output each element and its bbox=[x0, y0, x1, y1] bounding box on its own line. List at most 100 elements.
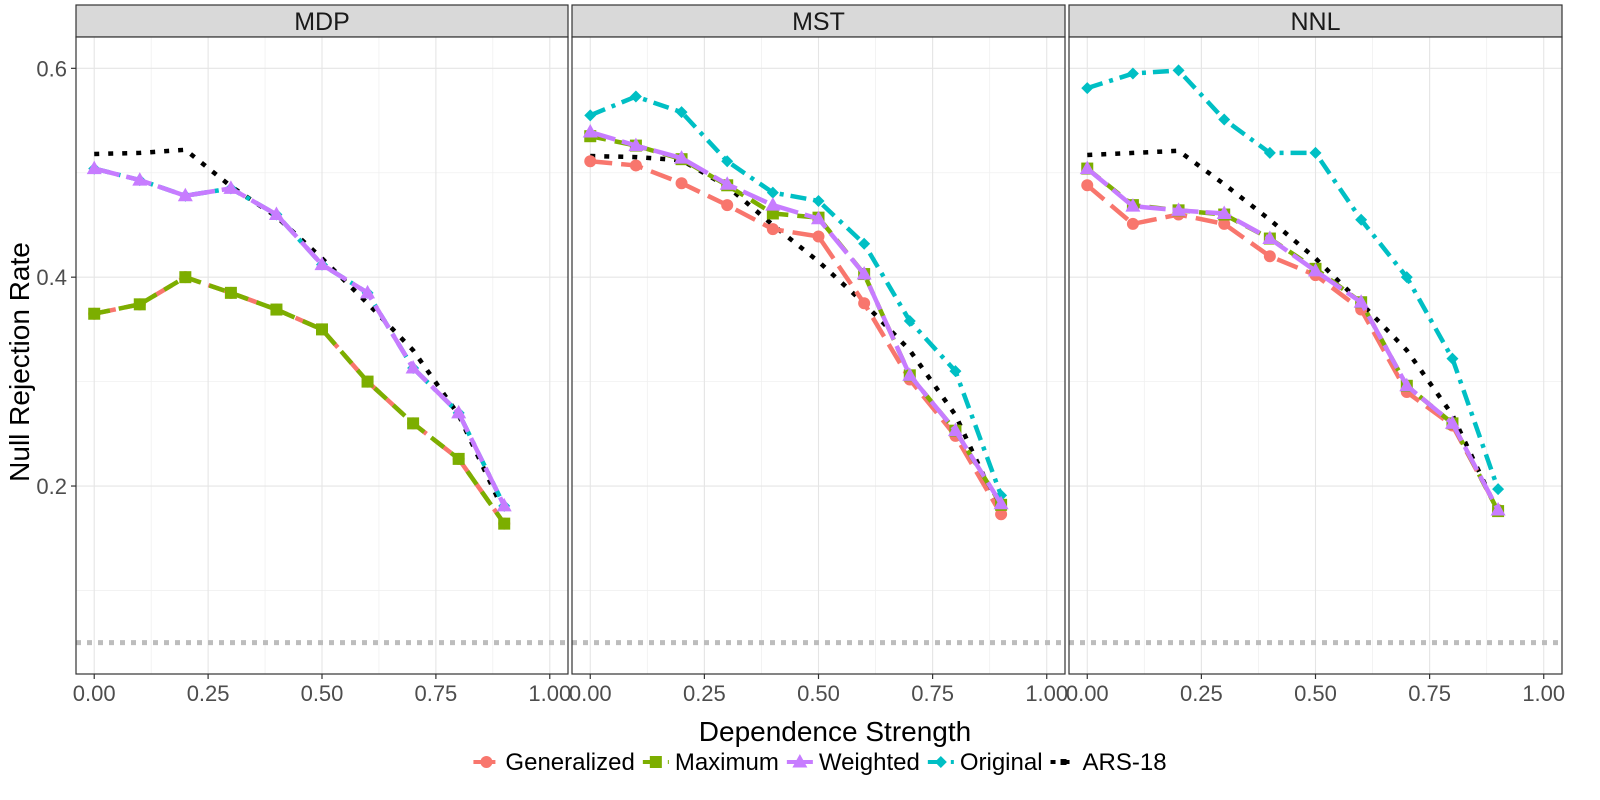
point-original-nnl bbox=[1218, 113, 1231, 126]
legend-key-marker bbox=[1060, 759, 1067, 765]
point-weighted-mst bbox=[856, 266, 872, 280]
point-weighted-mst bbox=[765, 197, 781, 211]
legend-key-marker bbox=[792, 754, 808, 768]
series-maximum-mdp bbox=[88, 271, 511, 530]
point-generalized-mst bbox=[766, 223, 779, 236]
x-tick-label: 0.25 bbox=[187, 681, 230, 706]
point-weighted-mdp bbox=[268, 206, 284, 221]
y-tick-label: 0.6 bbox=[36, 56, 67, 81]
x-tick-label: 0.00 bbox=[1066, 681, 1109, 706]
point-weighted-nnl bbox=[1171, 202, 1187, 216]
y-axis-title: Null Rejection Rate bbox=[4, 242, 35, 482]
series-group-nnl bbox=[1079, 64, 1506, 518]
panel-nnl: NNL 0.00 0.25 0.50 0.75 1.00 bbox=[1066, 4, 1565, 706]
x-tick-label: 0.00 bbox=[73, 681, 116, 706]
legend-item-maximum: Maximum bbox=[642, 749, 779, 776]
point-weighted-mdp bbox=[86, 160, 102, 175]
panel-mdp: MDP 0.00 0.25 0.50 0.75 1.00 0.2 0.4 0.6 bbox=[36, 4, 571, 706]
point-weighted-mst bbox=[902, 367, 918, 381]
series-ars-18-mdp bbox=[94, 147, 507, 514]
legend-item-ars-18: ARS-18 bbox=[1050, 749, 1167, 776]
point-maximum-mdp bbox=[179, 271, 192, 284]
point-generalized-mst bbox=[675, 177, 688, 190]
series-weighted-nnl bbox=[1079, 160, 1506, 516]
point-original-nnl bbox=[1263, 146, 1276, 159]
point-weighted-mdp bbox=[177, 187, 193, 202]
point-weighted-nnl bbox=[1216, 205, 1232, 219]
legend-item-original: Original bbox=[927, 749, 1043, 776]
strip-nnl bbox=[1068, 4, 1563, 38]
point-weighted-mst bbox=[993, 495, 1009, 510]
series-line-generalized-nnl bbox=[1085, 183, 1501, 512]
x-tick-label: 0.00 bbox=[569, 681, 612, 706]
x-tick-label: 0.25 bbox=[1180, 681, 1223, 706]
point-generalized-nnl bbox=[1263, 250, 1276, 263]
point-original-nnl bbox=[1492, 483, 1505, 496]
legend-label: ARS-18 bbox=[1083, 749, 1167, 776]
series-line-ars-18-nnl bbox=[1087, 148, 1501, 514]
point-weighted-nnl bbox=[1353, 294, 1369, 308]
point-generalized-mst bbox=[721, 199, 734, 212]
point-weighted-mdp bbox=[405, 360, 421, 374]
strip-mst bbox=[571, 4, 1066, 38]
point-weighted-nnl bbox=[1399, 377, 1415, 392]
series-ars-18-nnl bbox=[1087, 148, 1501, 514]
series-line-ars-18-mdp bbox=[94, 147, 507, 514]
point-weighted-mst bbox=[628, 137, 644, 152]
point-weighted-mdp bbox=[314, 256, 330, 271]
point-generalized-mst bbox=[812, 230, 825, 243]
legend: Generalized Maximum Weighted Original ARS-18 bbox=[473, 749, 1167, 776]
series-line-original-mst bbox=[589, 94, 1004, 497]
legend-label: Maximum bbox=[675, 749, 779, 776]
point-original-nnl bbox=[1355, 213, 1368, 226]
x-tick-label: 0.50 bbox=[797, 681, 840, 706]
x-axis-title: Dependence Strength bbox=[699, 716, 971, 747]
point-weighted-mst bbox=[582, 124, 598, 138]
panel-mst: MST 0.00 0.25 0.50 0.75 1.00 bbox=[569, 4, 1068, 706]
point-weighted-mst bbox=[811, 210, 826, 225]
x-tick-label: 0.75 bbox=[414, 681, 457, 706]
point-original-mst bbox=[949, 365, 962, 378]
series-weighted-mst bbox=[582, 124, 1009, 510]
x-tick-label: 1.00 bbox=[528, 681, 571, 706]
strip-label-nnl: NNL bbox=[1290, 8, 1340, 36]
legend-item-weighted: Weighted bbox=[786, 749, 920, 776]
legend-label: Weighted bbox=[819, 749, 920, 776]
point-original-mst bbox=[584, 109, 597, 122]
point-maximum-mdp bbox=[88, 307, 101, 320]
strip-mdp bbox=[75, 4, 569, 38]
point-weighted-nnl bbox=[1444, 415, 1460, 429]
point-original-mst bbox=[721, 155, 734, 168]
point-weighted-nnl bbox=[1490, 502, 1506, 516]
x-tick-label: 0.25 bbox=[683, 681, 726, 706]
legend-label: Generalized bbox=[505, 749, 634, 776]
point-generalized-nnl bbox=[1126, 217, 1139, 230]
series-weighted-mdp bbox=[86, 160, 512, 512]
legend-key-marker bbox=[649, 756, 662, 768]
point-weighted-nnl bbox=[1262, 230, 1278, 245]
point-weighted-nnl bbox=[1125, 198, 1141, 212]
legend-key-marker bbox=[480, 756, 493, 768]
x-tick-label: 1.00 bbox=[1025, 681, 1068, 706]
series-line-weighted-mdp bbox=[93, 166, 507, 507]
point-generalized-nnl bbox=[1218, 217, 1231, 230]
x-tick-label: 0.50 bbox=[1294, 681, 1337, 706]
point-original-nnl bbox=[1172, 64, 1185, 77]
point-generalized-nnl bbox=[1081, 179, 1094, 192]
point-weighted-mst bbox=[947, 422, 963, 437]
point-maximum-mdp bbox=[270, 303, 283, 316]
grid-nnl bbox=[1069, 37, 1562, 674]
x-tick-label: 0.75 bbox=[911, 681, 954, 706]
y-tick-label: 0.2 bbox=[36, 474, 67, 499]
point-maximum-mdp bbox=[224, 286, 237, 299]
point-weighted-nnl bbox=[1079, 160, 1095, 175]
point-generalized-mst bbox=[995, 508, 1008, 521]
point-maximum-mdp bbox=[316, 323, 328, 336]
series-original-mst bbox=[584, 90, 1008, 502]
point-original-nnl bbox=[1309, 146, 1322, 159]
legend-label: Original bbox=[960, 749, 1043, 776]
series-line-weighted-mst bbox=[589, 129, 1004, 505]
series-group-mdp bbox=[86, 147, 512, 530]
series-original-nnl bbox=[1081, 64, 1505, 496]
